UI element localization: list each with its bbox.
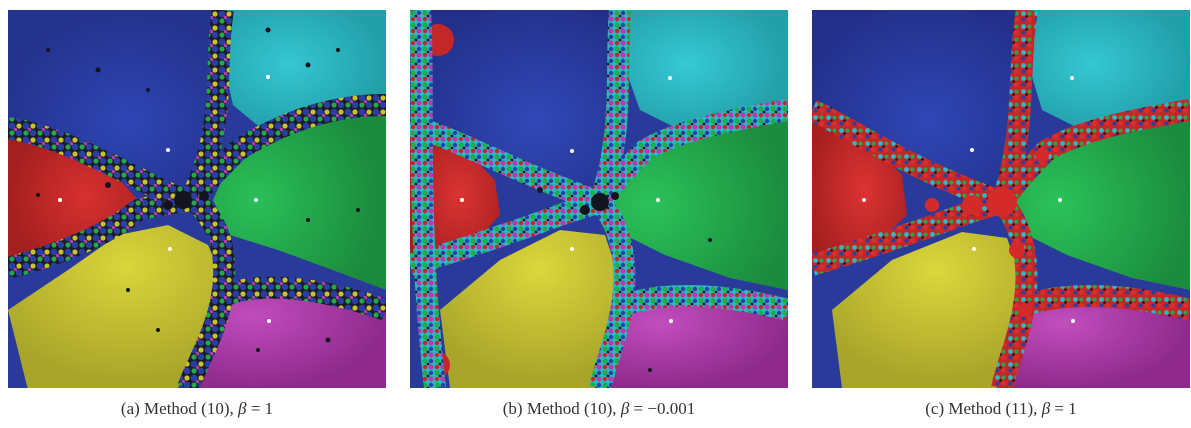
beta-value: = −0.001 xyxy=(633,399,696,418)
basins-of-attraction-b xyxy=(410,10,788,388)
fractal-image-b xyxy=(410,10,788,388)
basin-yellow xyxy=(8,225,223,388)
basin-cyan xyxy=(1027,10,1190,130)
root-markers xyxy=(58,75,271,323)
basin-green xyxy=(605,120,788,290)
basin-green xyxy=(1012,120,1190,290)
fractal-image-a xyxy=(8,10,386,388)
fractal-boundary xyxy=(410,10,788,388)
caption-method: Method (10), xyxy=(526,399,617,418)
caption-b: (b) Method (10), β = −0.001 xyxy=(410,399,788,419)
caption-label: (a) xyxy=(120,399,140,418)
root-markers xyxy=(862,76,1075,323)
caption-label: (c) xyxy=(925,399,945,418)
red-blobs xyxy=(925,148,1049,317)
beta-value: = 1 xyxy=(250,399,274,418)
caption-a: (a) Method (10), β = 1 xyxy=(8,399,386,419)
caption-c: (c) Method (11), β = 1 xyxy=(812,399,1190,419)
root-markers xyxy=(460,76,673,323)
beta-symbol: β xyxy=(620,399,630,418)
basin-yellow xyxy=(440,230,620,388)
beta-symbol: β xyxy=(238,399,247,418)
fractal-image-c xyxy=(812,10,1190,388)
dark-speckles xyxy=(36,27,360,352)
basin-magenta xyxy=(605,295,788,388)
basin-magenta xyxy=(198,285,386,388)
basin-red xyxy=(812,115,907,265)
basins-of-attraction-c xyxy=(812,10,1190,388)
caption-label: (b) xyxy=(502,399,523,418)
basin-green xyxy=(213,110,386,290)
caption-method: Method (11), xyxy=(948,399,1038,418)
beta-value: = 1 xyxy=(1054,399,1077,418)
basin-cyan xyxy=(620,10,788,130)
basin-magenta xyxy=(1007,295,1190,388)
dark-speckles xyxy=(537,187,712,372)
beta-symbol: β xyxy=(1041,399,1051,418)
basins-of-attraction-a xyxy=(8,10,386,388)
basin-yellow xyxy=(832,232,1022,388)
fractal-boundary xyxy=(8,10,386,388)
caption-method: Method (10), xyxy=(144,399,234,418)
